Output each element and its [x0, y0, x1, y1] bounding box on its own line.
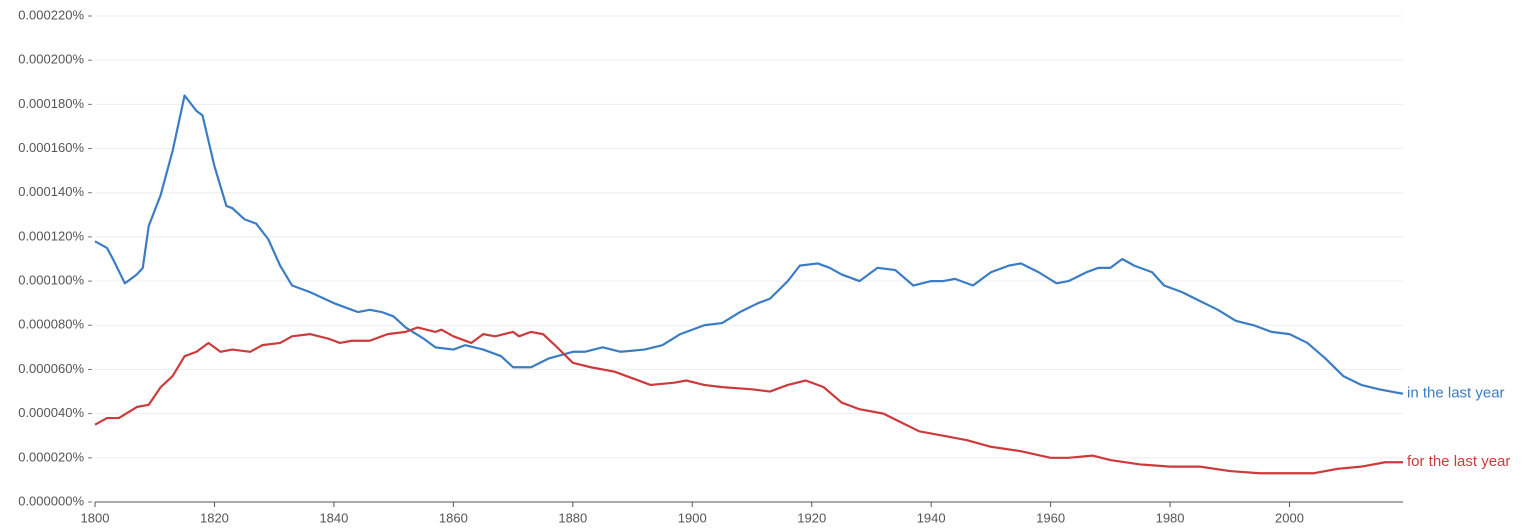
x-tick-label: 1920: [797, 510, 826, 525]
y-tick-label: 0.000100%: [18, 273, 84, 288]
y-tick-label: 0.000120%: [18, 228, 84, 243]
x-tick-label: 1820: [200, 510, 229, 525]
x-tick-label: 1860: [439, 510, 468, 525]
y-tick-label: 0.000060%: [18, 361, 84, 376]
y-tick-label: 0.000020%: [18, 449, 84, 464]
series-label: for the last year: [1407, 453, 1510, 470]
x-tick-label: 1960: [1036, 510, 1065, 525]
x-tick-label: 2000: [1275, 510, 1304, 525]
x-tick-label: 1900: [678, 510, 707, 525]
y-tick-label: 0.000140%: [18, 184, 84, 199]
y-tick-label: 0.000180%: [18, 96, 84, 111]
y-tick-label: 0.000040%: [18, 405, 84, 420]
y-tick-label: 0.000080%: [18, 317, 84, 332]
series-label: in the last year: [1407, 385, 1505, 402]
x-tick-label: 1800: [81, 510, 110, 525]
y-tick-label: 0.000220%: [18, 7, 84, 22]
x-tick-label: 1880: [558, 510, 587, 525]
x-tick-label: 1980: [1156, 510, 1185, 525]
line-series: [94, 326, 1403, 475]
y-tick-label: 0.000200%: [18, 52, 84, 67]
x-tick-label: 1940: [917, 510, 946, 525]
y-tick-label: 0.000000%: [18, 493, 84, 508]
x-tick-label: 1840: [319, 510, 348, 525]
line-series: [94, 94, 1404, 395]
y-tick-label: 0.000160%: [18, 140, 84, 155]
